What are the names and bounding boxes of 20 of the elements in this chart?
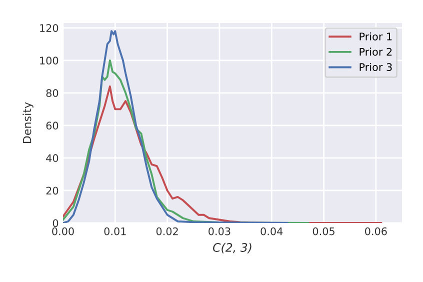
- x-tick-label: 0.01: [104, 227, 126, 236]
- x-tick-label: 0.06: [365, 227, 387, 236]
- legend-label: Prior 3: [360, 62, 392, 72]
- line-series: [63, 30, 288, 223]
- x-tick-label: 0.00: [52, 227, 74, 236]
- x-tick-label: 0.03: [208, 227, 230, 236]
- legend-label: Prior 2: [360, 48, 392, 56]
- y-tick-label: 0: [52, 219, 58, 228]
- y-tick-label: 80: [46, 89, 58, 98]
- y-tick-label: 60: [46, 122, 58, 130]
- y-axis-title: Density: [22, 102, 34, 144]
- x-tick-label: 0.04: [260, 227, 283, 236]
- legend-label: Prior 1: [360, 32, 392, 40]
- y-tick-label: 100: [40, 56, 58, 65]
- y-tick-label: 20: [46, 186, 58, 195]
- x-axis-title: C(2, 3): [213, 242, 252, 254]
- y-tick-label: 40: [46, 154, 58, 162]
- x-tick-label: 0.02: [156, 227, 178, 236]
- y-tick-label: 120: [40, 24, 58, 32]
- x-tick-label: 0.05: [312, 227, 334, 236]
